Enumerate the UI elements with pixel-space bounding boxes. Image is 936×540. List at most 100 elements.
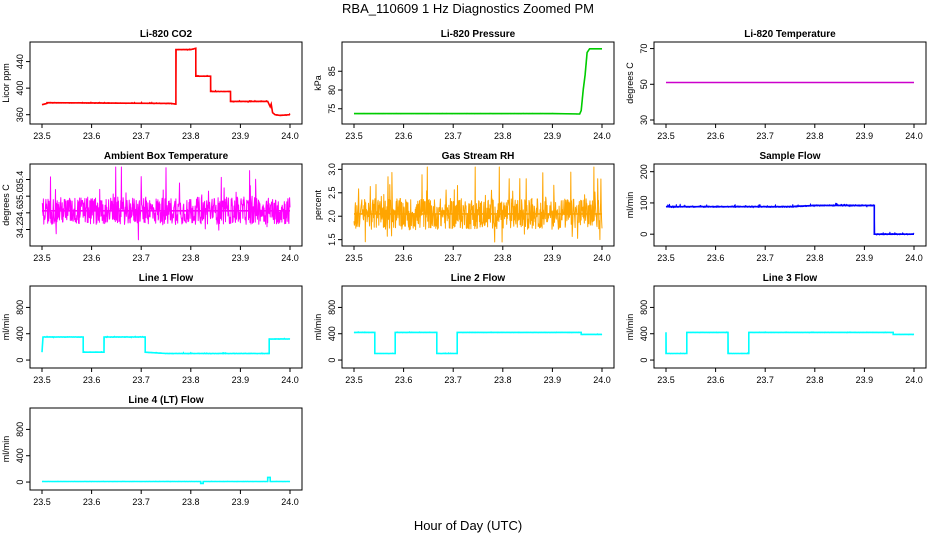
x-tick-label: 23.8 [494,131,512,141]
y-tick-label: 34.6 [15,204,25,222]
panel-1: Li-820 CO2 23.5 23.6 23.7 23.8 23.9 24.0 360 400… [1,29,303,141]
y-tick-label: 75 [327,104,337,114]
plot-frame [653,41,927,125]
x-tick-label: 23.9 [856,375,874,385]
x-tick-label: 23.7 [444,131,462,141]
plot-frame [29,163,303,247]
panel-title: Line 3 Flow [763,273,818,284]
y-tick-label: 35.4 [15,171,25,189]
y-axis-label: degrees C [1,184,11,226]
series-line-steps [42,476,290,485]
y-tick-label: 1.5 [327,233,337,246]
x-tick-label: 23.8 [806,253,824,263]
panel-title: Li-820 Pressure [441,29,516,40]
x-tick-label: 23.9 [544,375,562,385]
x-tick-label: 23.9 [232,375,250,385]
x-tick-label: 23.6 [83,497,101,507]
panel-10: Line 4 (LT) Flow 23.5 23.6 23.7 23.8 23.9 24.0… [1,395,303,507]
x-tick-label: 23.5 [345,253,363,263]
x-tick-label: 23.5 [33,253,51,263]
x-tick-label: 24.0 [905,253,923,263]
panel-title: Li-820 CO2 [140,29,193,40]
x-tick-label: 24.0 [281,497,299,507]
x-tick-label: 23.7 [132,253,150,263]
panel-7: Line 1 Flow 23.5 23.6 23.7 23.8 23.9 24.0 0 400 8… [1,273,303,385]
x-tick-label: 23.7 [444,375,462,385]
x-tick-label: 23.8 [182,253,200,263]
x-tick-label: 23.7 [132,375,150,385]
series-line [665,202,915,236]
panel-8: Line 2 Flow 23.5 23.6 23.7 23.8 23.9 24.0 0 400 8… [313,273,615,385]
x-tick-label: 23.8 [806,131,824,141]
panel-title: Line 2 Flow [451,273,506,284]
y-tick-label: 440 [15,54,25,69]
y-tick-label: 2.5 [327,187,337,200]
y-axis-label: degrees C [625,62,635,104]
y-axis-label: ml/min [1,436,11,463]
series-line-steps [354,331,602,355]
y-tick-label: 3.0 [327,163,337,176]
x-tick-label: 23.5 [33,375,51,385]
y-tick-label: 0 [15,480,25,485]
x-tick-label: 23.8 [806,375,824,385]
x-tick-label: 23.5 [657,375,675,385]
x-tick-label: 23.5 [345,131,363,141]
page-title: RBA_110609 1 Hz Diagnostics Zoomed PM [342,1,594,16]
y-axis-label: kPa [313,75,323,91]
series-line-steps [666,204,914,235]
series-line [41,47,291,117]
x-tick-label: 23.9 [232,497,250,507]
x-tick-label: 23.6 [83,253,101,263]
x-tick-label: 23.9 [232,131,250,141]
plot-frame [341,163,615,247]
x-tick-label: 24.0 [281,131,299,141]
x-tick-label: 23.7 [132,131,150,141]
panel-2: Li-820 Pressure 23.5 23.6 23.7 23.8 23.9 24.0 7… [313,29,615,141]
y-axis-label: ml/min [625,314,635,341]
y-tick-label: 400 [15,448,25,463]
x-tick-label: 24.0 [281,375,299,385]
series-line-steps [665,331,914,355]
x-tick-label: 23.9 [856,253,874,263]
y-tick-label: 800 [15,422,25,437]
x-tick-label: 23.8 [494,253,512,263]
y-tick-label: 2.0 [327,210,337,223]
x-tick-label: 23.7 [756,375,774,385]
y-tick-label: 200 [639,164,649,179]
x-tick-label: 24.0 [593,375,611,385]
x-tick-label: 23.6 [707,253,725,263]
y-tick-label: 400 [327,326,337,341]
panel-title: Line 4 (LT) Flow [128,395,204,406]
x-tick-label: 23.7 [132,497,150,507]
panel-title: Line 1 Flow [139,273,194,284]
plot-frame [29,41,303,125]
y-tick-label: 800 [639,300,649,315]
panel-3: Li-820 Temperature 23.5 23.6 23.7 23.8 23.9 24… [625,29,927,141]
x-tick-label: 23.8 [494,375,512,385]
y-tick-label: 34.2 [15,221,25,239]
y-tick-label: 800 [327,300,337,315]
x-tick-label: 23.9 [544,253,562,263]
y-axis-label: percent [313,189,323,220]
x-tick-label: 24.0 [905,131,923,141]
y-tick-label: 80 [327,85,337,95]
x-tick-label: 23.6 [395,253,413,263]
panel-9: Line 3 Flow 23.5 23.6 23.7 23.8 23.9 24.0 0 400 8… [625,273,927,385]
y-tick-label: 85 [327,66,337,76]
x-tick-label: 23.7 [756,131,774,141]
plot-frame [341,285,615,369]
y-tick-label: 0 [327,358,337,363]
y-axis-label: ml/min [313,314,323,341]
y-tick-label: 0 [639,232,649,237]
x-tick-label: 23.5 [33,131,51,141]
series-line [665,331,915,355]
x-tick-label: 23.6 [395,131,413,141]
series-line [353,166,603,243]
x-tick-label: 24.0 [593,253,611,263]
panel-6: Sample Flow 23.5 23.6 23.7 23.8 23.9 24.0 0 100 2… [625,151,927,263]
x-tick-label: 23.6 [395,375,413,385]
panel-title: Gas Stream RH [442,151,515,162]
x-tick-label: 23.6 [707,375,725,385]
series-line [41,476,291,484]
series-line [41,335,291,355]
